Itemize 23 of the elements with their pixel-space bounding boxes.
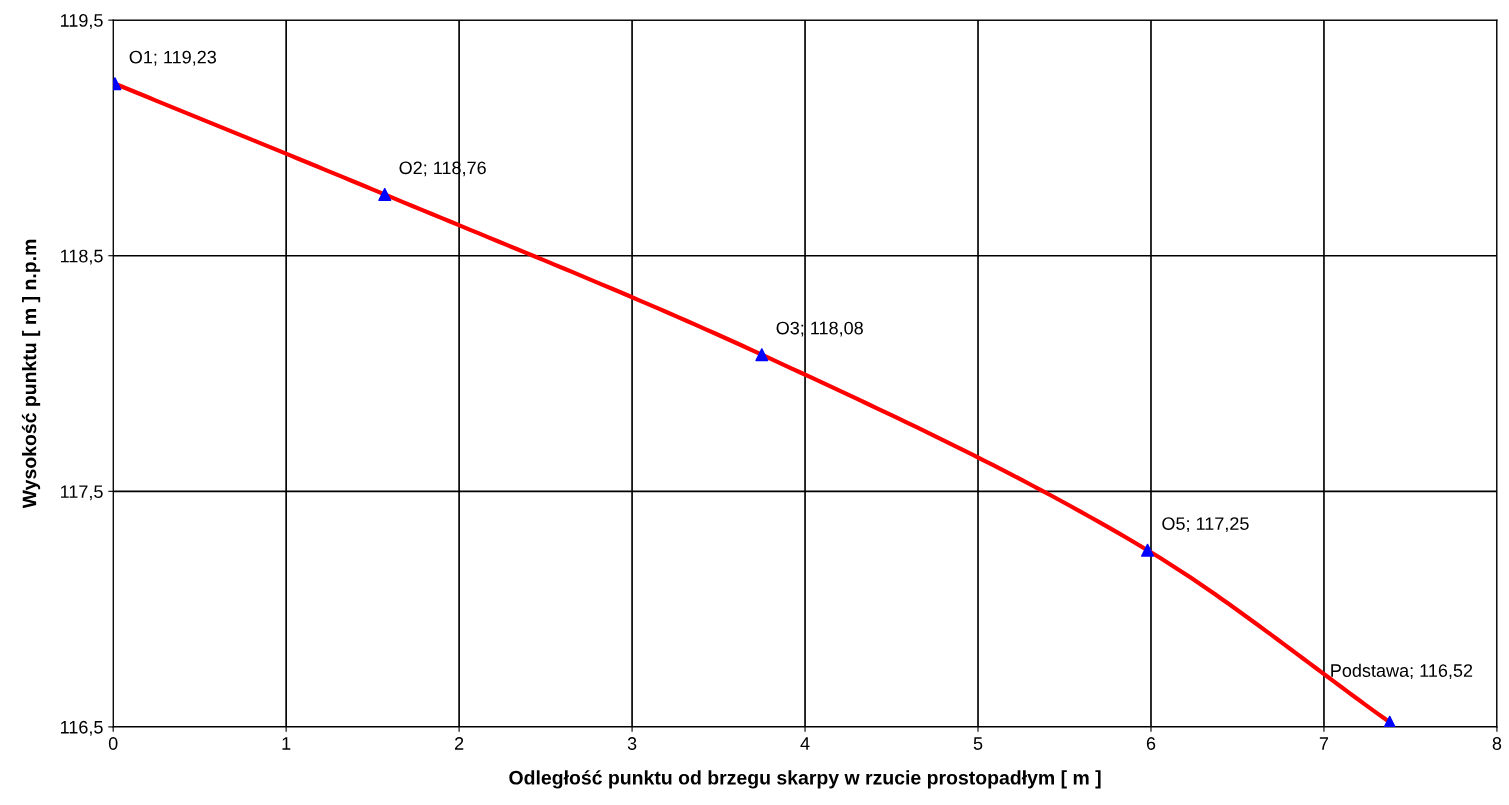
x-tick-label: 7 (1319, 737, 1329, 750)
y-axis-title: Wysokość punktu [ m ] n.p.m (21, 239, 41, 509)
x-tick-label: 1 (282, 737, 291, 750)
x-tick-label: 3 (627, 737, 637, 750)
point (1383, 715, 1397, 727)
x-tick-label: 5 (973, 737, 983, 750)
point (378, 187, 392, 201)
x-tick-label: 2 (455, 737, 464, 750)
y-tick-label: 118,5 (60, 249, 103, 265)
x-tick-label: 0 (108, 737, 118, 750)
y-tick-label: 117,5 (60, 485, 103, 501)
point (1141, 543, 1155, 557)
annotation: O3; 118,08 (776, 321, 863, 337)
annotation: O5; 117,25 (1162, 517, 1249, 533)
x-tick-label: 8 (1492, 737, 1502, 750)
annotation: Podstawa; 116,52 (1331, 663, 1473, 680)
y-tick-label: 116,5 (60, 720, 103, 736)
point (755, 348, 769, 362)
annotation: O1; 119,23 (129, 50, 217, 66)
x-tick-label: 4 (800, 737, 810, 750)
x-tick-label: 6 (1146, 737, 1156, 750)
y-tick-label: 119,5 (60, 14, 103, 29)
x-axis-title: Odległość punktu od brzegu skarpy w rzucie prostopadłym [ m ] (509, 770, 1101, 789)
